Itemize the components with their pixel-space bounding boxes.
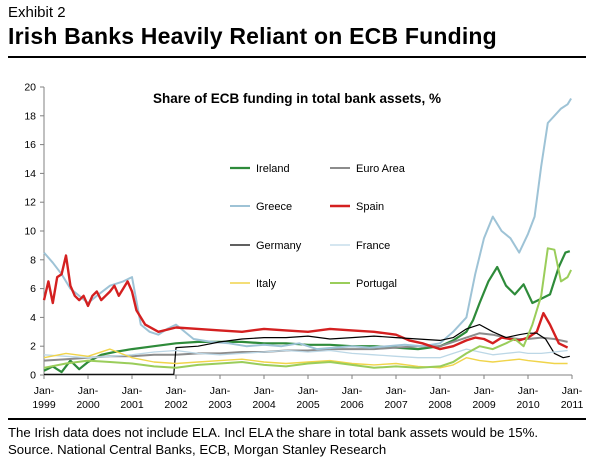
x-tick-label-top: Jan-: [562, 385, 583, 397]
series-line-italy: [43, 348, 568, 369]
series-line-france: [43, 348, 568, 359]
legend-label: Ireland: [256, 163, 290, 175]
x-tick-label-year: 2006: [340, 399, 364, 411]
legend-label: France: [356, 240, 390, 252]
series-line-greece: [43, 97, 572, 351]
source-note: Source. National Central Banks, ECB, Mor…: [8, 442, 387, 457]
x-tick-label-year: 2005: [296, 399, 320, 411]
y-tick-label: 12: [24, 197, 36, 209]
x-tick-label-year: 2008: [428, 399, 452, 411]
x-tick-label-year: 2003: [208, 399, 232, 411]
chart-legend: Ireland Euro Area Greece Spain Germany France…: [230, 163, 406, 290]
series-line-euro-area: [43, 332, 568, 362]
series-line-portugal: [43, 247, 572, 369]
legend-label: Euro Area: [356, 163, 406, 175]
y-tick-label: 8: [30, 254, 36, 266]
y-tick-label: 10: [24, 226, 36, 238]
x-tick-label-top: Jan-: [34, 385, 55, 397]
y-tick-label: 4: [30, 312, 36, 324]
x-tick-label-top: Jan-: [254, 385, 275, 397]
x-tick-label-year: 2007: [384, 399, 408, 411]
y-tick-label: 18: [24, 110, 36, 122]
x-tick-label-top: Jan-: [166, 385, 187, 397]
x-tick-label-top: Jan-: [78, 385, 99, 397]
x-tick-label-top: Jan-: [298, 385, 319, 397]
y-tick-label: 14: [24, 168, 36, 180]
page-title: Irish Banks Heavily Reliant on ECB Fundi…: [8, 23, 497, 49]
chart-title: Share of ECB funding in total bank asset…: [153, 91, 441, 106]
series-line-spain: [42, 254, 569, 351]
legend-label: Germany: [256, 240, 302, 252]
y-tick-label: 16: [24, 139, 36, 151]
x-tick-label-top: Jan-: [518, 385, 539, 397]
y-tick-label: 2: [30, 341, 36, 353]
x-tick-label-year: 2011: [561, 399, 584, 411]
x-tick-label-year: 2002: [164, 399, 188, 411]
series-layer: [42, 97, 572, 375]
legend-label: Spain: [356, 201, 384, 213]
y-tick-label: 6: [30, 283, 36, 295]
footnote: The Irish data does not include ELA. Inc…: [8, 425, 539, 440]
x-tick-label-top: Jan-: [122, 385, 143, 397]
footer-divider: [8, 418, 586, 420]
x-tick-label-top: Jan-: [342, 385, 363, 397]
y-tick-label: 0: [30, 370, 36, 382]
x-tick-label-year: 1999: [32, 399, 56, 411]
chart-axes: 0 2 4 6 8 10 12 14 16 18 20 Jan- 1999 Jan- 2000 Jan- 200…: [24, 82, 583, 412]
x-tick-label-top: Jan-: [474, 385, 495, 397]
title-divider: [8, 56, 586, 58]
x-tick-label-top: Jan-: [430, 385, 451, 397]
x-tick-label-year: 2004: [252, 399, 276, 411]
x-tick-label-year: 2000: [76, 399, 100, 411]
x-tick-label-year: 2010: [516, 399, 540, 411]
x-tick-label-year: 2001: [120, 399, 144, 411]
legend-label: Greece: [256, 201, 292, 213]
legend-label: Italy: [256, 278, 277, 290]
x-tick-label-year: 2009: [472, 399, 496, 411]
legend-label: Portugal: [356, 278, 397, 290]
y-tick-label: 20: [24, 82, 36, 94]
x-tick-label-top: Jan-: [386, 385, 407, 397]
exhibit-label: Exhibit 2: [8, 4, 66, 21]
x-tick-label-top: Jan-: [210, 385, 231, 397]
